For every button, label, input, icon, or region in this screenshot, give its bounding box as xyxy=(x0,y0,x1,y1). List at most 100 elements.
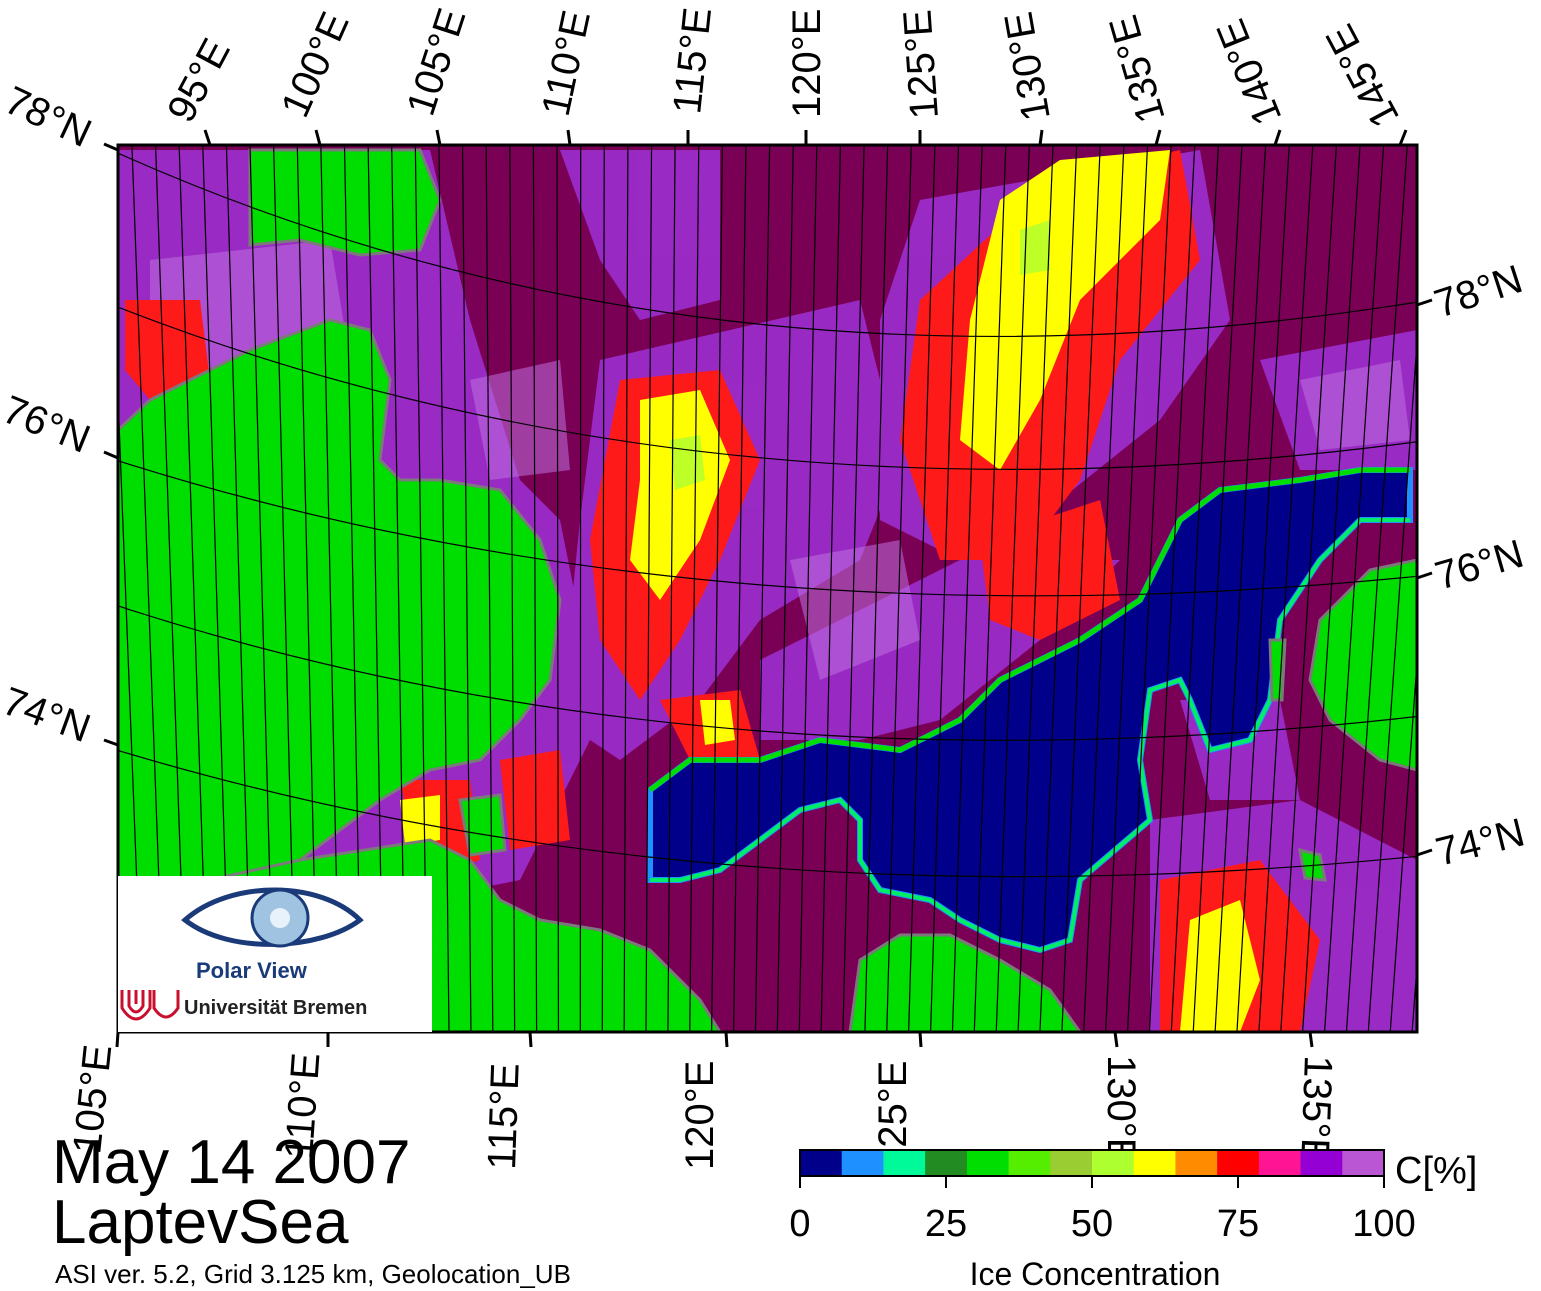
parallel-line xyxy=(118,306,1417,471)
meridian-line xyxy=(1105,145,1149,1032)
meridian-line xyxy=(1280,145,1338,1032)
land-island-west xyxy=(458,793,507,857)
right-lat-label-74: 74°N xyxy=(1432,810,1529,874)
meridian-line xyxy=(711,145,723,1032)
logo-institution: Universität Bremen xyxy=(184,997,367,1019)
colorbar-tick-25: 25 xyxy=(925,1203,967,1245)
colorbar-swatch xyxy=(800,1150,843,1176)
colorbar-tick-75: 75 xyxy=(1217,1203,1259,1245)
top-lon-label-105: 105°E xyxy=(399,3,475,121)
university-emblem-icon xyxy=(120,990,180,1021)
colorbar-swatch xyxy=(841,1150,884,1176)
meridian-line xyxy=(461,145,472,1032)
colorbar-swatch xyxy=(966,1150,1010,1176)
meridian-line xyxy=(1236,145,1290,1032)
top-lon-label-140: 140°E xyxy=(1209,13,1291,131)
parallel-line xyxy=(118,749,1417,878)
meridian-line xyxy=(1192,145,1243,1032)
parallel-line xyxy=(118,152,1417,337)
colorbar-swatch xyxy=(1217,1150,1260,1176)
meridian-line xyxy=(995,145,1030,1032)
parallel-line xyxy=(118,605,1417,741)
open-water-polynya xyxy=(647,467,1413,954)
meridian-line xyxy=(1323,145,1385,1032)
bottom-lon-label-120: 120°E xyxy=(678,1061,722,1170)
colorbar-unit-label: C[%] xyxy=(1395,1150,1477,1192)
colorbar-title: Ice Concentration xyxy=(970,1256,1221,1291)
colorbar-tick-50: 50 xyxy=(1071,1203,1113,1245)
meridian-line xyxy=(689,145,700,1032)
top-lon-label-145: 145°E xyxy=(1318,17,1408,134)
colorbar-tick-0: 0 xyxy=(789,1203,810,1245)
polar-view-logo: Polar View Universität Bremen xyxy=(118,876,432,1032)
meridian-line xyxy=(438,145,450,1032)
meridian-line xyxy=(754,145,771,1032)
bottom-lon-label-135: 135°E xyxy=(1292,1055,1340,1166)
map-panel xyxy=(60,120,1417,1060)
map-date: May 14 2007 xyxy=(52,1128,410,1197)
meridian-line xyxy=(1126,145,1172,1032)
colorbar-swatch xyxy=(1008,1150,1051,1176)
meridian-line xyxy=(509,145,516,1032)
meridian-line xyxy=(485,145,494,1032)
meridian-line xyxy=(1039,145,1078,1032)
meridian-line xyxy=(929,145,960,1032)
meridian-line xyxy=(1258,145,1314,1032)
colorbar-swatch xyxy=(883,1150,926,1176)
meridian-line xyxy=(118,951,122,1032)
meridian-line xyxy=(1148,145,1196,1032)
colorbar-swatch xyxy=(1092,1150,1135,1176)
meridian-line xyxy=(645,145,653,1032)
meridian-line xyxy=(1083,145,1125,1032)
meridian-line xyxy=(864,145,889,1032)
meridian-line xyxy=(1061,145,1101,1032)
top-lon-label-100: 100°E xyxy=(273,6,358,124)
meridian-line xyxy=(623,145,629,1032)
colorbar-swatch xyxy=(1258,1150,1302,1176)
meridian-line xyxy=(1302,145,1361,1032)
meridian-line xyxy=(732,145,747,1032)
ice-yellow-zones xyxy=(400,150,1260,1032)
meridian-line xyxy=(951,145,983,1032)
meridian-line xyxy=(1367,333,1417,1032)
map-region: LaptevSea xyxy=(52,1188,349,1257)
meridian-line xyxy=(667,145,676,1032)
right-lat-label-78: 78°N xyxy=(1429,257,1528,326)
bottom-lon-label-130: 130°E xyxy=(1099,1055,1143,1164)
colorbar-swatch xyxy=(1175,1150,1218,1176)
meridian-line xyxy=(556,145,560,1032)
left-lat-label-76: 76°N xyxy=(0,388,96,462)
meridian-line xyxy=(1389,654,1417,1032)
top-lon-label-115: 115°E xyxy=(665,5,720,115)
meridian-line xyxy=(908,145,936,1032)
bottom-longitude-labels: 105°E 110°E 115°E 120°E 125°E 130°E 135°… xyxy=(65,1031,1340,1170)
meridian-line xyxy=(532,145,538,1032)
top-lon-label-125: 125°E xyxy=(895,8,947,120)
left-lat-label-74: 74°N xyxy=(0,679,96,751)
colorbar-swatch xyxy=(1133,1150,1176,1176)
eye-icon xyxy=(181,887,364,948)
meridian-line xyxy=(60,120,100,1060)
colorbar-swatch xyxy=(925,1150,968,1176)
graticule-lines xyxy=(60,120,1417,1060)
top-longitude-labels: 95°E 100°E 105°E 110°E 115°E 120°E 125°E… xyxy=(159,3,1408,146)
colorbar-swatch xyxy=(1342,1150,1385,1176)
right-lat-label-76: 76°N xyxy=(1430,532,1528,599)
logo-name: Polar View xyxy=(196,958,308,983)
top-lon-label-130: 130°E xyxy=(997,9,1059,124)
meridian-line xyxy=(842,145,865,1032)
parallel-line xyxy=(118,460,1417,597)
meridian-line xyxy=(776,145,794,1032)
colorbar-swatches xyxy=(800,1150,1385,1176)
colorbar: 0 25 50 75 100 C[%] Ice Concentration xyxy=(789,1149,1477,1291)
meridian-line xyxy=(1345,145,1408,1032)
left-lat-label-78: 78°N xyxy=(0,78,98,156)
top-lon-label-120: 120°E xyxy=(785,9,829,118)
meridian-line xyxy=(973,145,1007,1032)
colorbar-swatch xyxy=(1300,1150,1343,1176)
map-frame xyxy=(116,143,1419,1034)
meridian-line xyxy=(798,145,818,1032)
bottom-lon-label-115: 115°E xyxy=(480,1062,528,1170)
top-lon-label-95: 95°E xyxy=(159,32,239,130)
